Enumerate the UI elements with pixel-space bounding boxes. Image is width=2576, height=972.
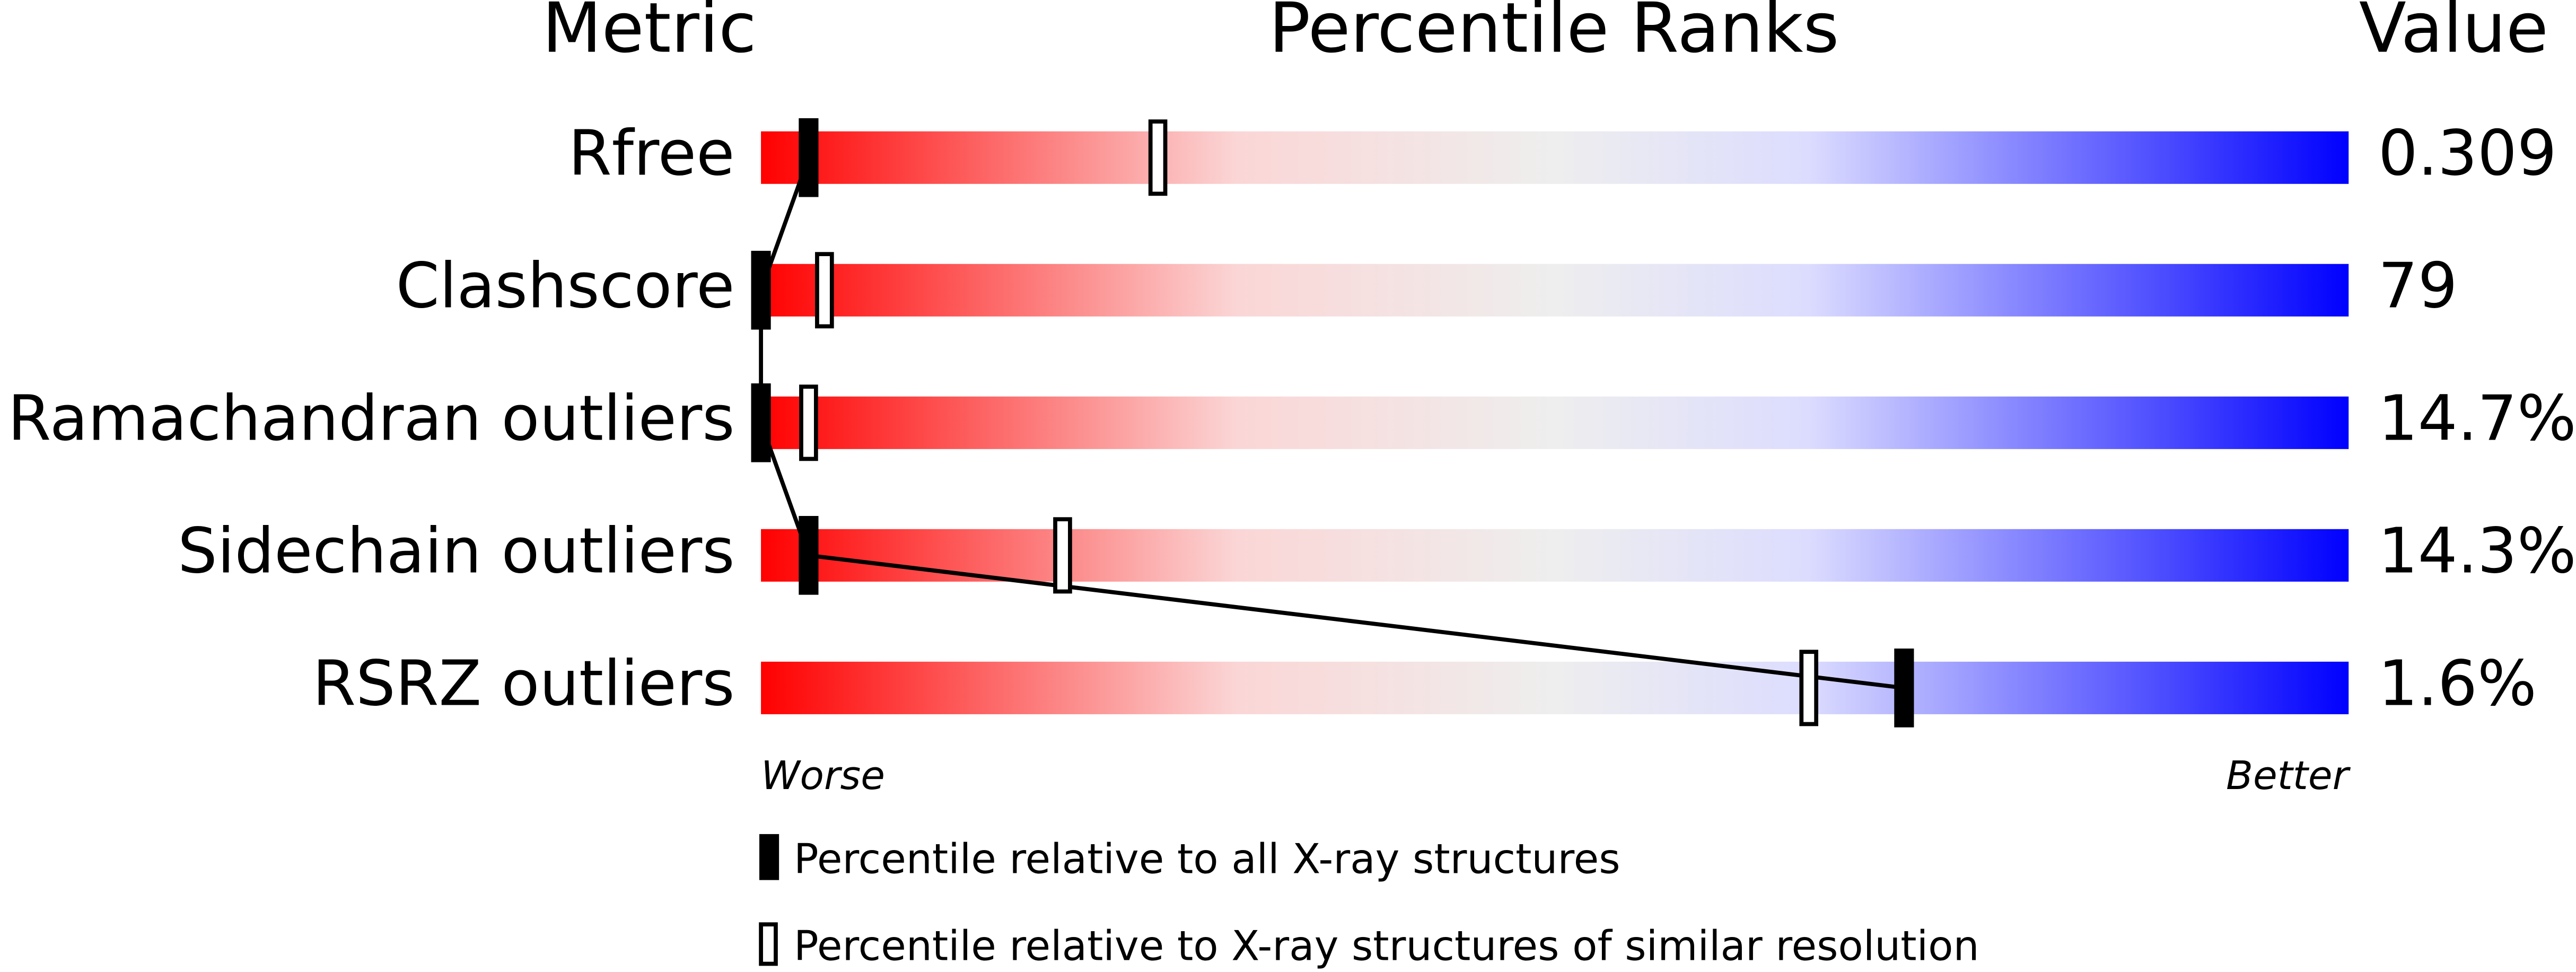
- metric-value: 1.6%: [2378, 647, 2537, 720]
- metric-label: Clashscore: [396, 249, 735, 322]
- metric-header: Metric: [542, 0, 756, 68]
- metric-value: 79: [2378, 249, 2458, 322]
- similar-resolution-marker: [1053, 517, 1072, 594]
- metric-value: 0.309: [2378, 117, 2557, 189]
- chart-title: Percentile Ranks: [1269, 0, 1839, 68]
- percentile-bar: [761, 529, 2349, 582]
- all-structures-marker: [799, 516, 819, 595]
- better-label: Better: [2226, 752, 2351, 799]
- similar-resolution-marker: [815, 252, 834, 329]
- similar-resolution-marker: [799, 384, 818, 461]
- legend-label: Percentile relative to X-ray structures …: [794, 923, 1979, 970]
- percentile-bar: [761, 396, 2349, 449]
- value-header: Value: [2359, 0, 2548, 68]
- similar-resolution-marker: [1799, 650, 1819, 726]
- worse-label: Worse: [761, 752, 885, 799]
- all-structures-marker: [751, 250, 771, 330]
- metric-value: 14.3%: [2378, 515, 2576, 588]
- legend-label: Percentile relative to all X-ray structu…: [794, 836, 1620, 883]
- metric-label: Rfree: [568, 117, 735, 189]
- all-structures-marker: [751, 383, 771, 462]
- metric-label: Sidechain outliers: [178, 515, 734, 588]
- metric-label: RSRZ outliers: [312, 647, 734, 720]
- percentile-bar: [761, 661, 2349, 714]
- percentile-bar: [761, 264, 2349, 317]
- metric-label: Ramachandran outliers: [8, 382, 735, 455]
- similar-resolution-marker: [1148, 119, 1168, 196]
- legend-icon-open: [759, 922, 778, 966]
- all-structures-marker: [1894, 649, 1914, 728]
- percentile-bar: [761, 131, 2349, 184]
- all-structures-marker: [799, 118, 819, 197]
- legend-icon-filled: [759, 834, 779, 880]
- metric-value: 14.7%: [2378, 382, 2576, 455]
